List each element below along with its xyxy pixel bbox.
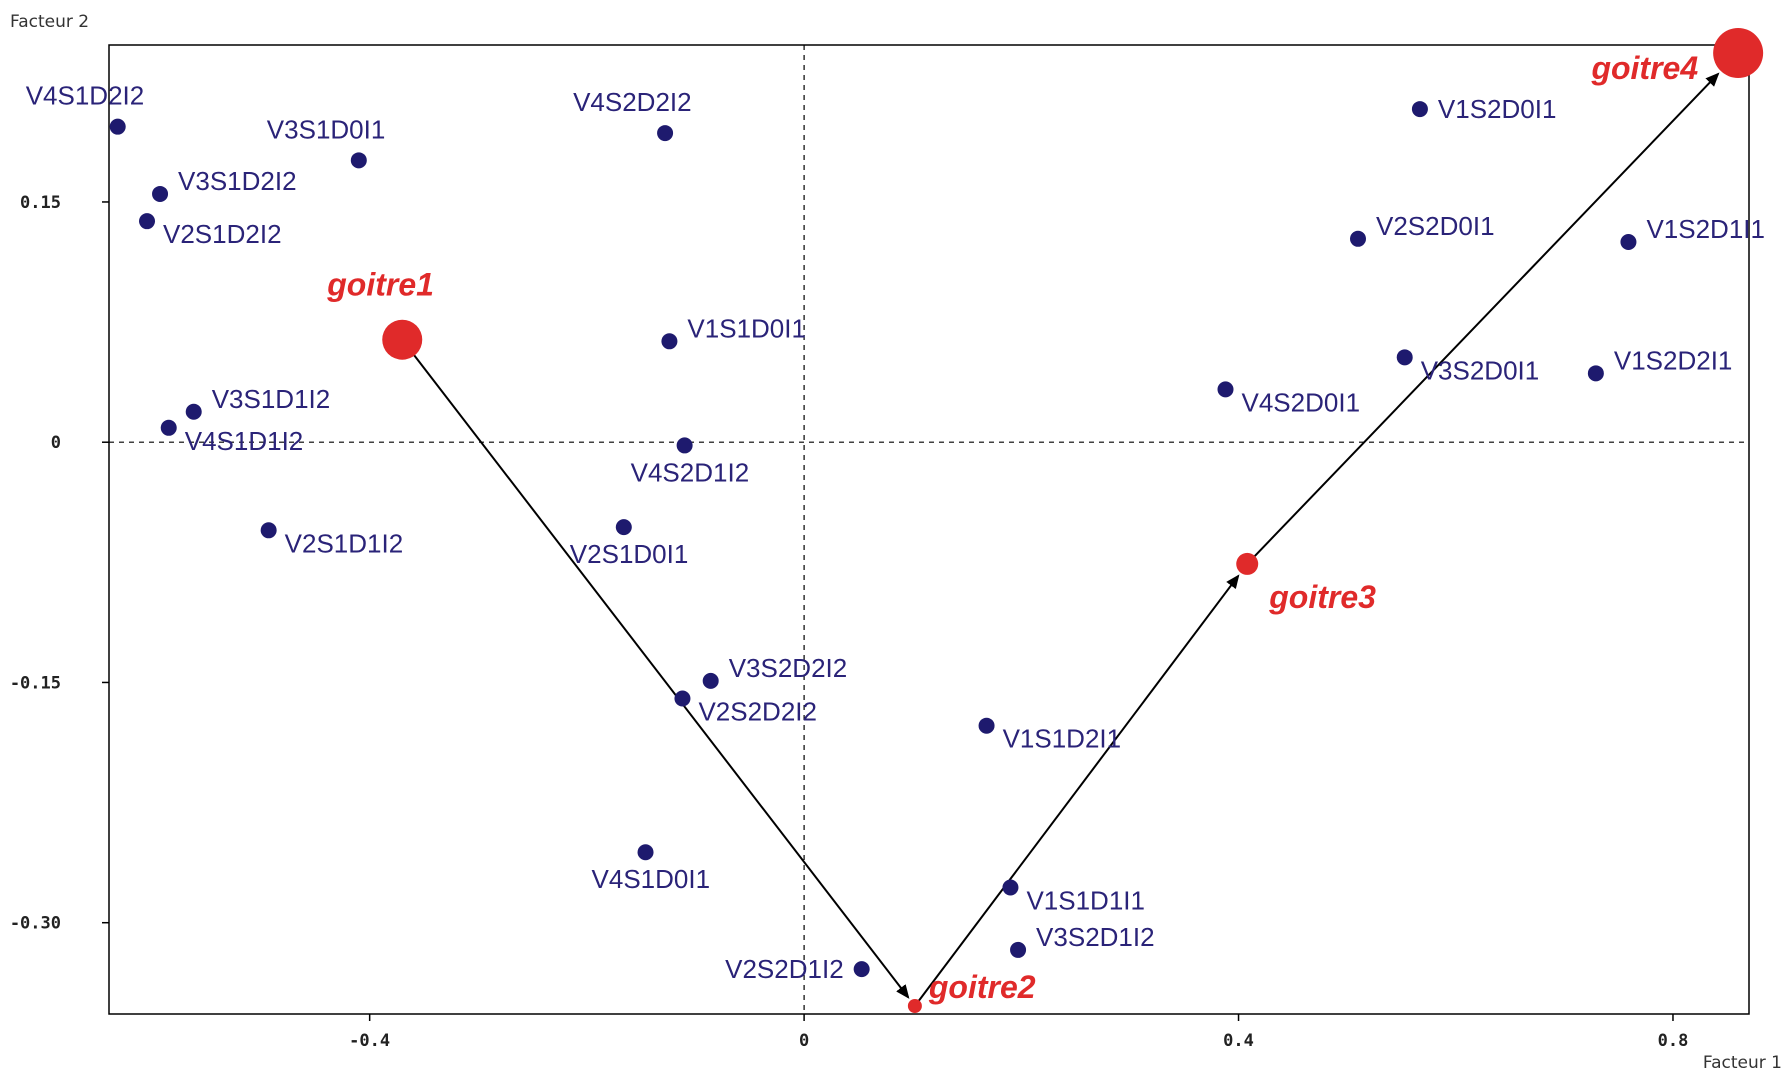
data-point-v2s2d1i2 — [853, 961, 870, 978]
data-point-v1s1d1i1 — [1002, 879, 1019, 896]
data-point-v4s1d0i1 — [637, 844, 654, 861]
data-point-v1s1d2i1 — [978, 717, 995, 734]
data-point-v1s2d0i1 — [1411, 101, 1428, 118]
x-tick-label: -0.4 — [349, 1031, 390, 1051]
supplementary-label: goitre1 — [326, 267, 434, 303]
axis-ticks: -0.4 0 0.4 0.8 0.15 0 -0.15 -0.30 — [10, 193, 1689, 1051]
point-label: V3S2D1I2 — [1036, 922, 1155, 952]
trajectory-arrows — [408, 72, 1720, 1004]
plot-frame — [108, 44, 1750, 1015]
data-point-v3s2d2i2 — [702, 672, 719, 689]
data-point-v4s2d0i1 — [1217, 381, 1234, 398]
supplementary-point-goitre3 — [1236, 552, 1259, 575]
arrow-goitre2-to-goitre3 — [916, 574, 1240, 1004]
data-point-v3s2d0i1 — [1396, 349, 1413, 366]
point-label: V3S2D0I1 — [1421, 355, 1540, 385]
y-tick-label: 0.15 — [20, 193, 61, 213]
point-label: V3S2D2I2 — [729, 653, 848, 683]
point-label: V2S2D2I2 — [698, 696, 817, 726]
zero-lines — [109, 45, 1749, 1014]
point-label: V4S2D0I1 — [1242, 387, 1361, 417]
point-label: V2S1D2I2 — [163, 219, 282, 249]
point-label: V2S1D0I1 — [570, 539, 689, 569]
point-label: V4S1D0I1 — [592, 864, 711, 894]
point-label: V1S1D2I1 — [1003, 724, 1122, 754]
y-axis-title: Facteur 2 — [10, 12, 89, 32]
y-tick-label: -0.15 — [10, 673, 61, 693]
active-points: V4S1D2I2 V3S1D0I1 V4S2D2I2 V3S1D2I2 V2S1D2I2… — [26, 81, 1765, 984]
data-point-v3s2d1i2 — [1010, 941, 1027, 958]
data-point-v1s2d2i1 — [1587, 365, 1604, 382]
point-label: V4S2D2I2 — [573, 87, 692, 117]
data-point-v3s1d2i2 — [152, 185, 169, 202]
x-tick-label: 0.8 — [1658, 1031, 1689, 1051]
data-point-v3s1d0i1 — [350, 152, 367, 169]
data-point-v4s2d2i2 — [657, 125, 674, 142]
point-label: V4S2D1I2 — [631, 457, 750, 487]
data-point-v2s1d1i2 — [260, 522, 277, 539]
point-label: V1S2D1I1 — [1646, 214, 1765, 244]
data-point-v4s2d1i2 — [676, 437, 693, 454]
supplementary-point-goitre4 — [1713, 28, 1764, 79]
supplementary-label: goitre4 — [1590, 50, 1698, 86]
supplementary-label: goitre2 — [928, 969, 1036, 1005]
x-tick-label: 0.4 — [1223, 1031, 1254, 1051]
data-point-v2s1d0i1 — [615, 519, 632, 536]
point-label: V3S1D0I1 — [267, 114, 386, 144]
point-label: V2S2D1I2 — [725, 954, 844, 984]
y-tick-label: -0.30 — [10, 914, 61, 934]
data-point-v4s1d2i2 — [109, 118, 126, 135]
point-label: V1S1D0I1 — [687, 313, 806, 343]
point-label: V4S1D2I2 — [26, 81, 145, 111]
supplementary-point-goitre1 — [382, 319, 423, 360]
point-label: V4S1D1I2 — [185, 426, 304, 456]
data-point-v4s1d1i2 — [160, 419, 177, 436]
x-tick-label: 0 — [799, 1031, 809, 1051]
data-point-v3s1d1i2 — [185, 403, 202, 420]
supplementary-points: goitre1 goitre2 goitre3 goitre4 — [326, 28, 1764, 1013]
supplementary-point-goitre2 — [907, 998, 922, 1013]
point-label: V2S1D1I2 — [285, 528, 404, 558]
x-axis-title: Facteur 1 — [1703, 1053, 1782, 1073]
point-label: V3S1D2I2 — [178, 166, 297, 196]
data-point-v2s2d0i1 — [1350, 230, 1367, 247]
point-label: V2S2D0I1 — [1376, 211, 1495, 241]
supplementary-label: goitre3 — [1268, 579, 1376, 615]
arrow-goitre3-to-goitre4 — [1251, 72, 1720, 560]
y-tick-label: 0 — [51, 433, 61, 453]
point-label: V1S1D1I1 — [1026, 885, 1145, 915]
arrow-goitre1-to-goitre2 — [408, 348, 910, 999]
data-point-v1s1d0i1 — [661, 333, 678, 350]
point-label: V3S1D1I2 — [212, 384, 331, 414]
data-point-v2s1d2i2 — [139, 213, 156, 230]
point-label: V1S2D0I1 — [1438, 94, 1557, 124]
data-point-v1s2d1i1 — [1620, 234, 1637, 251]
data-point-v2s2d2i2 — [674, 690, 691, 707]
point-label: V1S2D2I1 — [1614, 345, 1733, 375]
